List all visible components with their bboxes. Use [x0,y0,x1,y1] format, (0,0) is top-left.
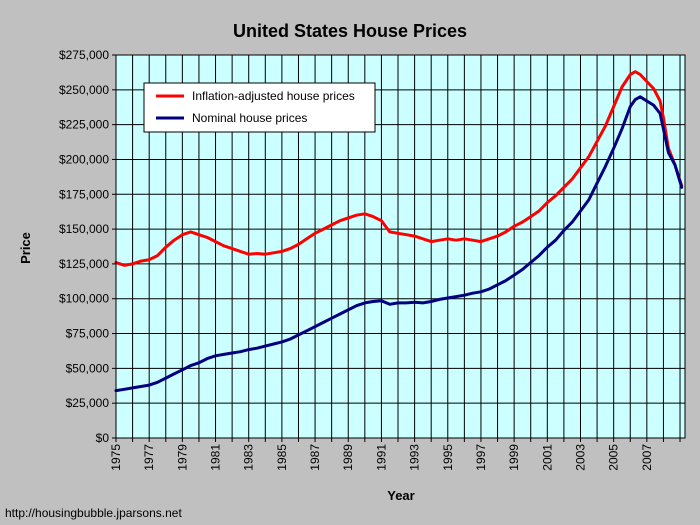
y-tick-label: $150,000 [59,222,109,236]
x-tick-label: 1999 [507,444,521,471]
y-axis-title: Price [18,232,33,264]
x-tick-label: 1983 [242,444,256,471]
y-tick-label: $25,000 [66,396,110,410]
series-line-nominal [114,95,684,393]
series-line-inflation-adjusted [114,70,684,267]
x-tick-label: 1991 [374,444,388,471]
legend-box [143,82,376,133]
x-tick-label: 1993 [408,444,422,471]
x-tick-label: 2007 [640,444,654,471]
x-axis-title: Year [387,488,414,503]
y-tick-label: $250,000 [59,83,109,97]
x-tick-label: 1989 [341,444,355,471]
y-tick-label: $175,000 [59,187,109,201]
y-tick-label: $100,000 [59,292,109,306]
legend-label: Nominal house prices [192,111,307,125]
y-tick-label: $50,000 [66,361,110,375]
y-tick-label: $200,000 [59,152,109,166]
axis-ticks: $0 $25,000 $50,000 $75,000 $100,000 $125,000 $… [59,48,681,471]
x-tick-label: 1977 [142,444,156,471]
x-tick-label: 1995 [441,444,455,471]
plot-border [115,54,686,439]
x-tick-label: 1985 [275,444,289,471]
x-tick-label: 1975 [109,444,123,471]
grid-lines [115,54,685,439]
x-tick-label: 1981 [209,444,223,471]
source-link[interactable]: http://housingbubble.jparsons.net [5,506,182,520]
x-tick-label: 2003 [573,444,587,471]
y-tick-label: $275,000 [59,48,109,62]
y-tick-label: $75,000 [66,327,110,341]
y-tick-label: $125,000 [59,257,109,271]
x-tick-label: 1979 [175,444,189,471]
legend-label: Inflation-adjusted house prices [192,89,355,103]
x-tick-label: 2005 [607,444,621,471]
y-tick-label: $0 [96,431,110,445]
x-tick-label: 1997 [474,444,488,471]
chart-title: United States House Prices [233,21,467,41]
series-lines [114,70,684,393]
y-tick-label: $225,000 [59,118,109,132]
x-tick-label: 1987 [308,444,322,471]
legend: Inflation-adjusted house prices Nominal h… [143,82,376,133]
x-tick-label: 2001 [540,444,554,471]
